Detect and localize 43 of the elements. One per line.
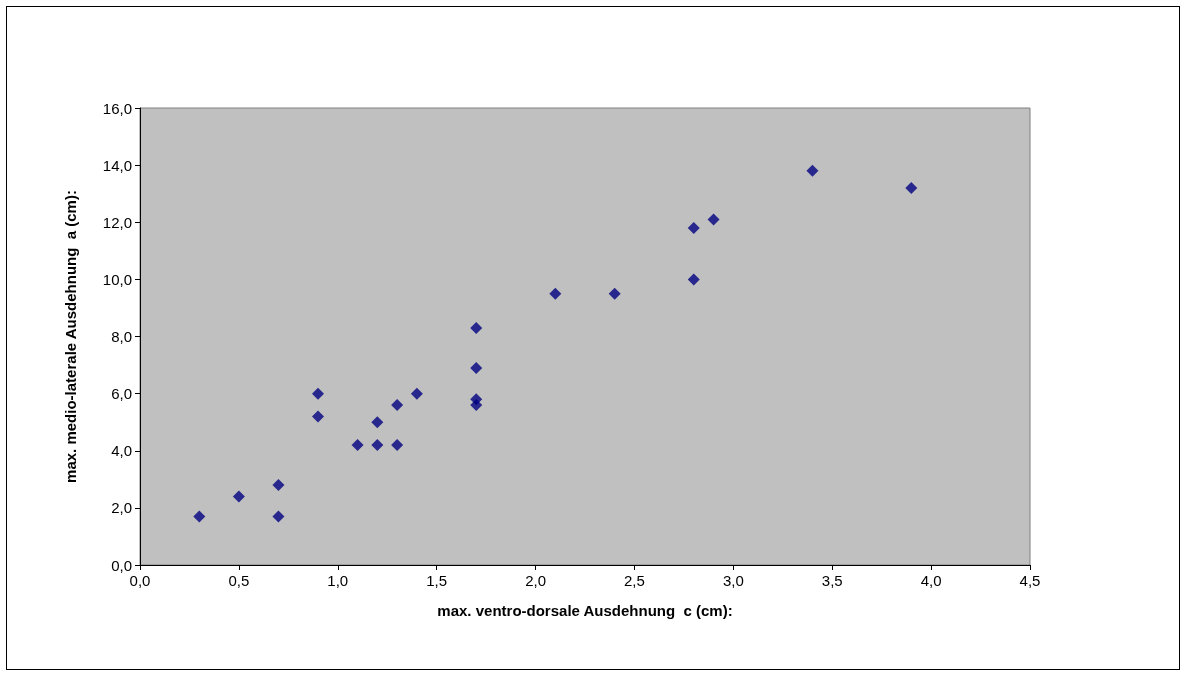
point — [687, 221, 700, 234]
x-tick-label: 1,0 — [327, 572, 349, 589]
point — [232, 490, 245, 503]
y-tick-label: 12,0 — [102, 213, 132, 231]
x-tick-label: 2,5 — [624, 572, 645, 589]
point — [707, 213, 720, 226]
point — [470, 361, 483, 374]
point — [312, 387, 324, 400]
x-tick-label: 1,5 — [426, 572, 448, 589]
point — [410, 387, 423, 400]
y-tick-label: 6,0 — [111, 385, 132, 403]
point — [272, 479, 285, 492]
point — [470, 321, 483, 334]
x-tick-label: 0,5 — [228, 572, 250, 589]
point — [905, 181, 918, 194]
y-tick-label: 8,0 — [111, 328, 132, 345]
x-tick-label: 4,0 — [920, 572, 942, 589]
y-tick-label: 2,0 — [111, 499, 132, 517]
point — [272, 510, 285, 523]
point — [549, 287, 562, 300]
point — [608, 287, 621, 300]
point — [351, 439, 364, 452]
x-tick-label: 0,0 — [129, 572, 151, 589]
point — [312, 410, 324, 423]
y-tick-label: 14,0 — [102, 156, 132, 174]
point — [193, 510, 206, 523]
y-axis-title: max. medio-laterale Ausdehnung a (cm): — [62, 190, 79, 483]
point — [391, 439, 404, 452]
point — [391, 399, 404, 412]
y-tick-label: 0,0 — [111, 556, 132, 574]
x-tick-label: 3,5 — [821, 572, 843, 589]
x-tick-label: 2,0 — [525, 572, 546, 589]
point — [371, 439, 384, 452]
y-tick-label: 16,0 — [102, 99, 132, 117]
x-tick-label: 4,5 — [1019, 572, 1041, 589]
x-axis-title: max. ventro-dorsale Ausdehnung c (cm): — [437, 602, 733, 619]
point — [371, 416, 384, 429]
y-tick-label: 4,0 — [111, 442, 132, 460]
point — [470, 399, 483, 412]
point — [687, 273, 700, 286]
x-tick-label: 3,0 — [722, 572, 744, 589]
point — [806, 164, 819, 177]
y-tick-label: 10,0 — [102, 270, 132, 288]
